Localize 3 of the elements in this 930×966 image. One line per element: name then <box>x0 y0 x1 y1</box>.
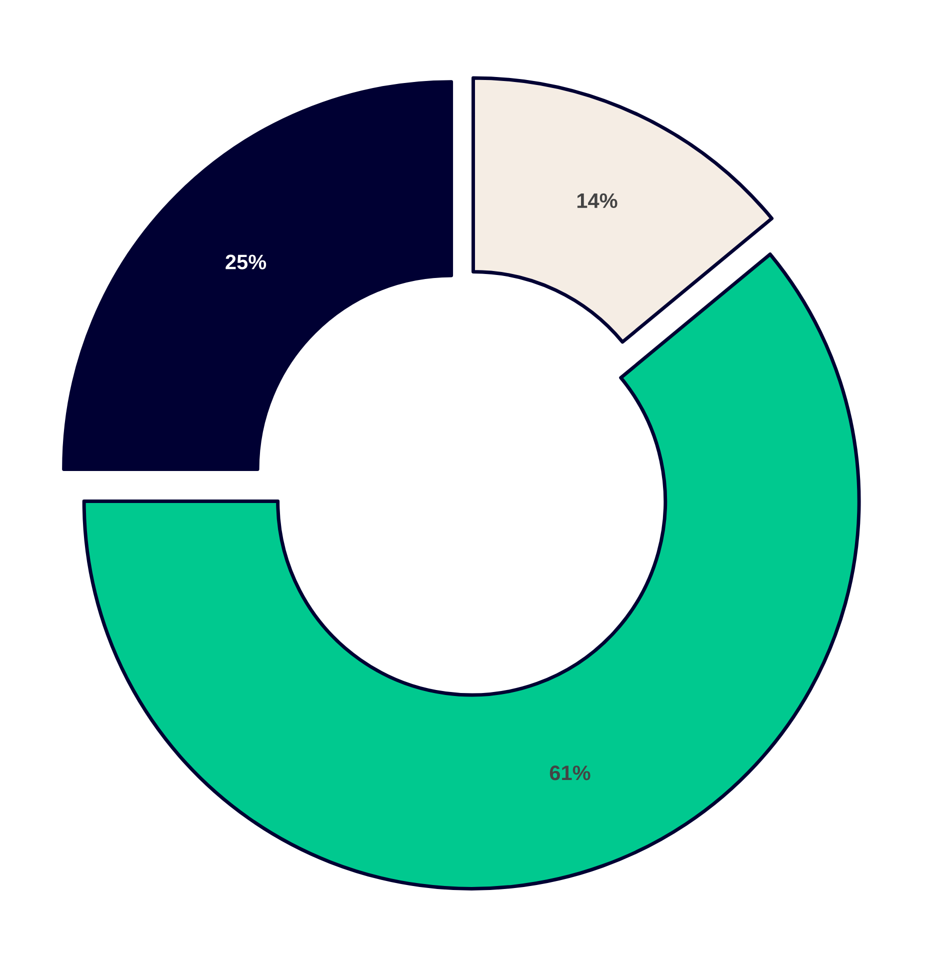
data-label: 61% <box>550 766 590 780</box>
data-label: 14% <box>577 193 618 208</box>
data-label: 25% <box>226 254 266 270</box>
